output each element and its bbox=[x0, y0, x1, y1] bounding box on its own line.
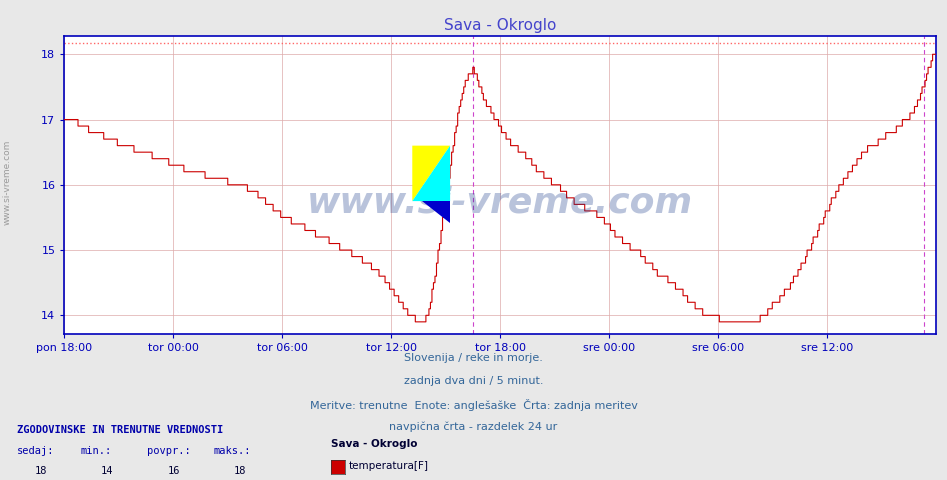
Polygon shape bbox=[412, 145, 450, 201]
Text: Sava - Okroglo: Sava - Okroglo bbox=[331, 439, 418, 449]
Text: maks.:: maks.: bbox=[213, 446, 251, 456]
Text: 18: 18 bbox=[35, 466, 47, 476]
Polygon shape bbox=[412, 145, 450, 201]
Text: min.:: min.: bbox=[80, 446, 112, 456]
Text: 16: 16 bbox=[168, 466, 180, 476]
Text: 18: 18 bbox=[234, 466, 246, 476]
Text: Meritve: trenutne  Enote: anglešaške  Črta: zadnja meritev: Meritve: trenutne Enote: anglešaške Črta… bbox=[310, 399, 637, 411]
Text: sedaj:: sedaj: bbox=[17, 446, 55, 456]
Text: Slovenija / reke in morje.: Slovenija / reke in morje. bbox=[404, 353, 543, 363]
Text: www.si-vreme.com: www.si-vreme.com bbox=[307, 186, 693, 220]
Polygon shape bbox=[421, 201, 450, 223]
Text: zadnja dva dni / 5 minut.: zadnja dva dni / 5 minut. bbox=[403, 376, 544, 386]
Text: povpr.:: povpr.: bbox=[147, 446, 190, 456]
Text: www.si-vreme.com: www.si-vreme.com bbox=[3, 140, 12, 225]
Title: Sava - Okroglo: Sava - Okroglo bbox=[444, 18, 556, 34]
Text: 14: 14 bbox=[101, 466, 114, 476]
Text: ZGODOVINSKE IN TRENUTNE VREDNOSTI: ZGODOVINSKE IN TRENUTNE VREDNOSTI bbox=[17, 425, 223, 435]
Text: navpična črta - razdelek 24 ur: navpična črta - razdelek 24 ur bbox=[389, 422, 558, 432]
Text: temperatura[F]: temperatura[F] bbox=[348, 461, 428, 470]
